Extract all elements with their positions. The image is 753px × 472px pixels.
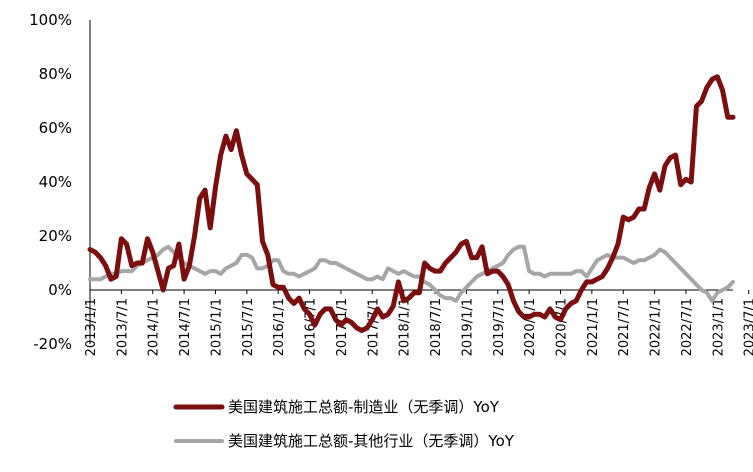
plot-area: -20%0%20%40%60%80%100% 2013/1/1 2013/7/1 2…: [29, 11, 753, 356]
x-tick-label: 2013/1/1: [84, 298, 99, 356]
x-tick-label: 2021/1/1: [586, 298, 601, 356]
legend-item-other-industries: 美国建筑施工总额-其他行业（无季调）YoY: [174, 432, 515, 450]
series-line-other-industries: [88, 244, 735, 303]
legend-item-manufacturing: 美国建筑施工总额-制造业（无季调）YoY: [173, 398, 500, 416]
x-tick-label: 2023/1/1: [711, 298, 726, 356]
series-line-manufacturing: [87, 74, 736, 333]
x-tick-label: 2022/7/1: [680, 298, 695, 356]
x-tick-label: 2017/1/1: [335, 298, 350, 356]
legend: 美国建筑施工总额-制造业（无季调）YoY 美国建筑施工总额-其他行业（无季调）Y…: [173, 398, 515, 450]
x-axis-ticks: 2013/1/1 2013/7/1 2014/1/1 2014/7/1 2015/1/1…: [84, 290, 753, 356]
x-tick-label: 2018/1/1: [398, 298, 413, 356]
x-tick-label: 2016/1/1: [272, 298, 287, 356]
x-tick-label: 2021/7/1: [617, 298, 632, 356]
x-tick-label: 2013/7/1: [115, 298, 130, 356]
x-tick-label: 2023/7/1: [743, 298, 753, 356]
y-tick-label: 100%: [29, 11, 72, 29]
y-tick-label: 60%: [39, 119, 72, 137]
x-tick-label: 2019/1/1: [460, 298, 475, 356]
y-tick-label: -20%: [33, 335, 72, 353]
x-tick-label: 2018/7/1: [429, 298, 444, 356]
y-axis-ticks: -20% 0% 20% 40% 60% 80% 100%: [29, 11, 72, 353]
series-lines: [87, 74, 736, 333]
y-tick-label: 80%: [39, 65, 72, 83]
y-tick-label: 20%: [39, 227, 72, 245]
legend-label-manufacturing: 美国建筑施工总额-制造业（无季调）YoY: [228, 398, 500, 416]
y-tick-label: 0%: [48, 281, 72, 299]
y-tick-label: 40%: [39, 173, 72, 191]
x-tick-label: 2015/1/1: [209, 298, 224, 356]
legend-label-other-industries: 美国建筑施工总额-其他行业（无季调）YoY: [228, 432, 515, 450]
x-tick-label: 2020/1/1: [523, 298, 538, 356]
x-tick-label: 2014/7/1: [178, 298, 193, 356]
x-tick-label: 2022/1/1: [649, 298, 664, 356]
x-tick-label: 2019/7/1: [492, 298, 507, 356]
x-tick-label: 2014/1/1: [147, 298, 162, 356]
x-tick-label: 2015/7/1: [241, 298, 256, 356]
